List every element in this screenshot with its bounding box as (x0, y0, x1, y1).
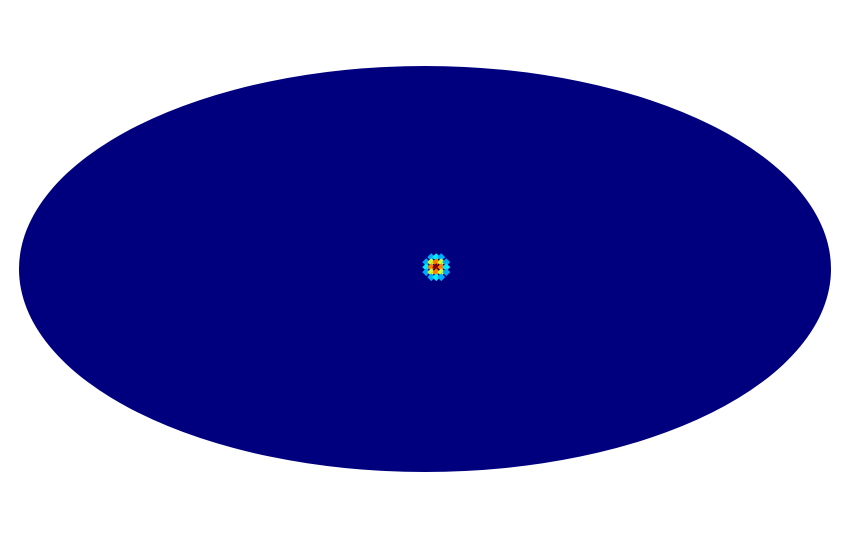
hotspot-pixel (427, 258, 436, 267)
hotspot-pixel (442, 258, 451, 267)
hotspot-pixel (442, 263, 451, 272)
hotspot-pixel (437, 258, 446, 267)
hotspot-pixel (422, 258, 431, 267)
hotspot-layer (422, 253, 451, 282)
hotspot-pixel (432, 268, 441, 277)
hotspot-pixel (437, 273, 446, 282)
hotspot-pixel (432, 253, 441, 262)
hotspot-pixel (432, 258, 441, 267)
hotspot-pixel (427, 253, 436, 262)
hotspot-pixel (432, 273, 441, 282)
hotspot-pixel (422, 268, 431, 277)
hotspot-pixel (427, 273, 436, 282)
hotspot-pixel (422, 263, 431, 272)
hotspot-pixel (442, 268, 451, 277)
hotspot-pixel (437, 253, 446, 262)
hotspot-pixel (437, 268, 446, 277)
hotspot-pixel (427, 263, 436, 272)
hotspot-pixel (437, 263, 446, 272)
hotspot-pixel (432, 263, 441, 272)
hotspot-pixel (427, 268, 436, 277)
